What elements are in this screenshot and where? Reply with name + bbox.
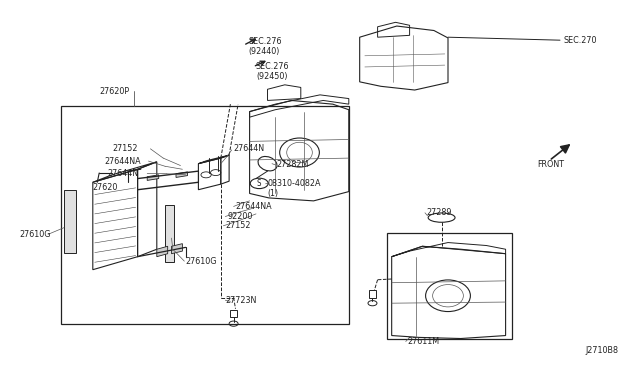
Text: (1): (1)	[268, 189, 278, 198]
Polygon shape	[64, 190, 76, 253]
Polygon shape	[165, 205, 174, 262]
Text: SEC.276
(92450): SEC.276 (92450)	[256, 62, 289, 81]
Text: 27610G: 27610G	[19, 230, 51, 239]
Text: SEC.276
(92440): SEC.276 (92440)	[248, 37, 282, 56]
Text: 08310-4082A: 08310-4082A	[268, 179, 321, 188]
Text: 27620P: 27620P	[99, 87, 129, 96]
Text: 27289: 27289	[426, 208, 452, 217]
Text: 27644N: 27644N	[108, 169, 139, 178]
Polygon shape	[157, 246, 168, 257]
Text: S: S	[257, 179, 262, 188]
Text: 27152: 27152	[112, 144, 138, 153]
Text: 27610G: 27610G	[186, 257, 217, 266]
Text: FRONT: FRONT	[538, 160, 564, 169]
Polygon shape	[172, 244, 182, 254]
Bar	[61, 106, 349, 324]
Polygon shape	[176, 172, 188, 177]
Text: 27644NA: 27644NA	[104, 157, 141, 166]
Text: 27282M: 27282M	[276, 160, 309, 169]
Text: 27620: 27620	[93, 183, 118, 192]
Text: 27644NA: 27644NA	[236, 202, 272, 211]
Text: SEC.270: SEC.270	[563, 36, 596, 45]
Text: 92200: 92200	[227, 212, 253, 221]
Text: 27644N: 27644N	[234, 144, 265, 153]
Text: 27611M: 27611M	[407, 337, 439, 346]
Text: 27152: 27152	[225, 221, 251, 230]
Polygon shape	[147, 175, 159, 180]
Text: 27723N: 27723N	[225, 296, 257, 305]
Bar	[387, 232, 512, 339]
Text: J2710B8: J2710B8	[586, 346, 619, 355]
